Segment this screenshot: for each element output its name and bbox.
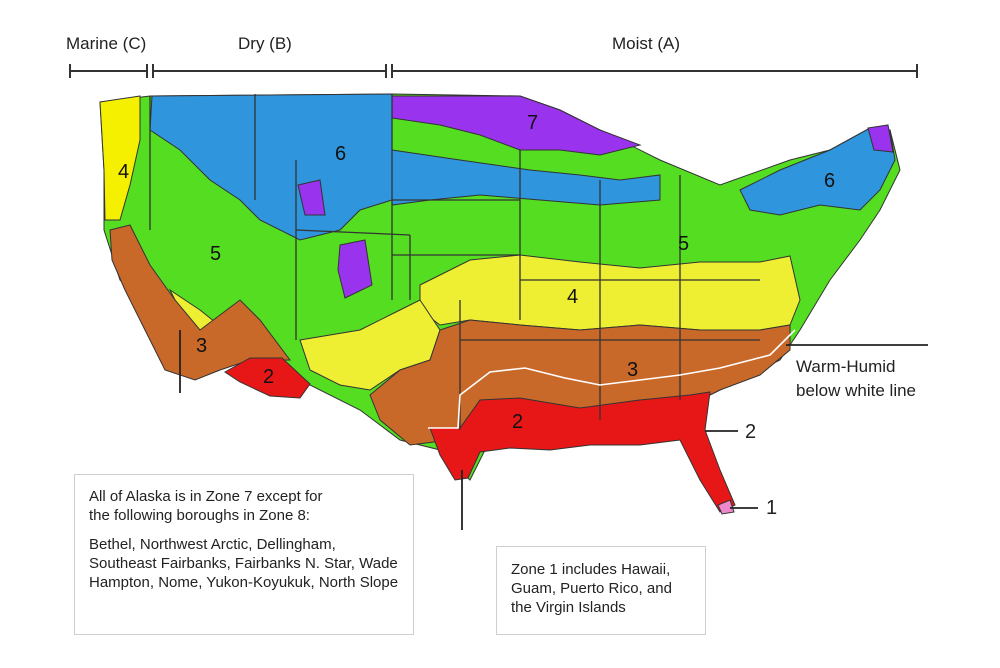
warm-humid-line1: Warm-Humid <box>796 357 896 376</box>
zone-1-region <box>717 499 735 515</box>
zone-label-2-florida: 2 <box>745 421 757 443</box>
header-moist: Moist (A) <box>612 34 680 53</box>
zone-7-colorado <box>337 239 373 299</box>
zone-2-arizona <box>224 357 311 399</box>
zone1-note-box: Zone 1 includes Hawaii, Guam, Puerto Ric… <box>496 546 706 635</box>
zone-4-east <box>419 254 801 331</box>
zone-label-7: 7 <box>527 112 539 134</box>
alaska-note-line1: All of Alaska is in Zone 7 except for <box>89 488 323 505</box>
warm-humid-line2: below white line <box>796 381 917 400</box>
zone-label-4-east: 4 <box>567 286 579 308</box>
alaska-note-box: All of Alaska is in Zone 7 except for th… <box>74 474 414 635</box>
alaska-note-line2: the following boroughs in Zone 8: <box>89 507 310 524</box>
state-borders <box>149 94 760 430</box>
zone-label-1: 1 <box>766 497 778 519</box>
header-ruler <box>69 64 918 78</box>
zone-label-5-west: 5 <box>210 243 222 265</box>
zone-4-marine <box>99 95 141 221</box>
zone1-note-text: Zone 1 includes Hawaii, Guam, Puerto Ric… <box>511 561 672 616</box>
header-marine: Marine (C) <box>66 34 147 53</box>
zone-2-gulf <box>429 391 736 513</box>
zone-label-6-west: 6 <box>335 143 347 165</box>
warm-humid-line <box>428 329 796 429</box>
alaska-note-boroughs: Bethel, Northwest Arctic, Dellingham, So… <box>89 536 399 591</box>
zone-7-maine <box>867 124 894 153</box>
zone-label-3-west: 3 <box>196 335 208 357</box>
zone-label-5-east: 5 <box>678 233 690 255</box>
zone-7-wyoming <box>297 179 326 216</box>
zone-7-region <box>391 95 642 156</box>
zone-label-2-west: 2 <box>263 366 275 388</box>
pointer-lines <box>179 330 928 530</box>
zone-6-east <box>739 127 896 216</box>
zone-label-4-west: 4 <box>118 161 130 183</box>
zone-label-2-east: 2 <box>512 411 524 433</box>
header-dry: Dry (B) <box>238 34 292 53</box>
zone-label-6-east: 6 <box>824 170 836 192</box>
zone-label-3-east: 3 <box>627 359 639 381</box>
warm-humid-label: Warm-Humid below white line <box>796 355 916 403</box>
